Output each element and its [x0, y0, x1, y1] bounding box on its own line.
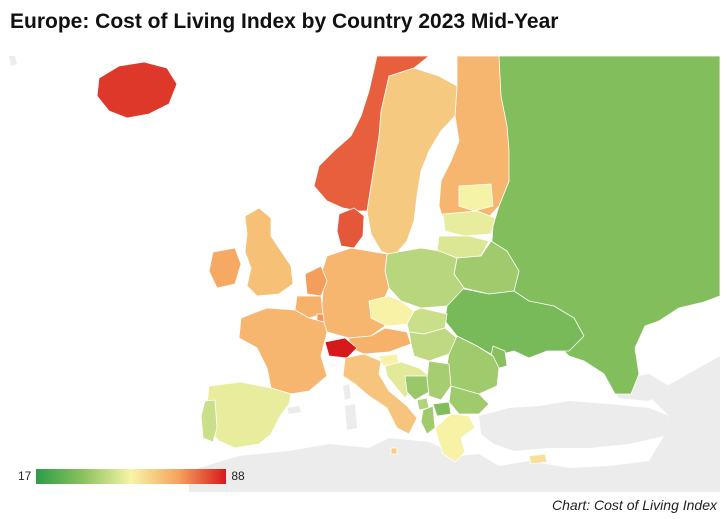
countries: Russia Finland Sweden Norway Iceland Est…	[96, 56, 720, 465]
legend-gradient-bar	[36, 468, 227, 484]
corsica-island	[343, 384, 351, 400]
country-ireland: Ireland	[208, 247, 242, 289]
country-belgium: Belgium	[294, 295, 324, 319]
country-estonia: Estonia	[458, 183, 494, 212]
country-latvia: Latvia	[442, 210, 496, 237]
choropleth-map: Russia Finland Sweden Norway Iceland Est…	[9, 56, 720, 492]
country-cyprus: Cyprus	[528, 453, 548, 465]
country-united-kingdom: United Kingdom	[244, 207, 294, 297]
country-denmark: Denmark	[336, 207, 365, 249]
country-moldova: Moldova	[490, 345, 508, 369]
chart-credit: Chart: Cost of Living Index	[552, 497, 717, 513]
country-serbia: Serbia	[426, 360, 452, 401]
country-norway: Norway	[313, 56, 430, 212]
country-portugal: Portugal	[200, 399, 218, 443]
country-bulgaria: Bulgaria	[448, 385, 490, 415]
color-legend: 17 88	[18, 466, 245, 486]
country-italy: Italy	[342, 353, 418, 435]
no-data-islands	[9, 56, 479, 476]
country-germany: Germany	[320, 247, 390, 339]
sardinia-island	[345, 404, 357, 430]
map-svg: Russia Finland Sweden Norway Iceland Est…	[9, 56, 720, 492]
svalbard-island	[9, 56, 17, 66]
chart-title: Europe: Cost of Living Index by Country …	[10, 10, 559, 33]
country-albania: Albania	[420, 405, 436, 435]
crete-island	[457, 468, 479, 476]
legend-min-label: 17	[18, 469, 32, 483]
no-data-land	[189, 356, 720, 492]
country-france: France	[238, 307, 328, 395]
country-ukraine: Ukraine	[444, 287, 585, 359]
country-bosnia-and-herzegovina: Bosnia and Herzegovina	[404, 375, 430, 401]
country-switzerland: Switzerland	[324, 337, 358, 359]
north-africa-land	[189, 438, 720, 492]
balearic-island	[287, 406, 301, 414]
middle-east-land	[649, 356, 720, 461]
country-greece: Greece	[434, 413, 476, 463]
turkey-land	[479, 401, 669, 451]
country-malta: Malta	[390, 447, 398, 455]
country-spain: Spain	[206, 381, 292, 449]
country-north-macedonia: North Macedonia	[432, 401, 452, 417]
country-netherlands: Netherlands	[304, 265, 328, 297]
country-iceland: Iceland	[96, 61, 178, 119]
legend-max-label: 88	[231, 469, 245, 483]
